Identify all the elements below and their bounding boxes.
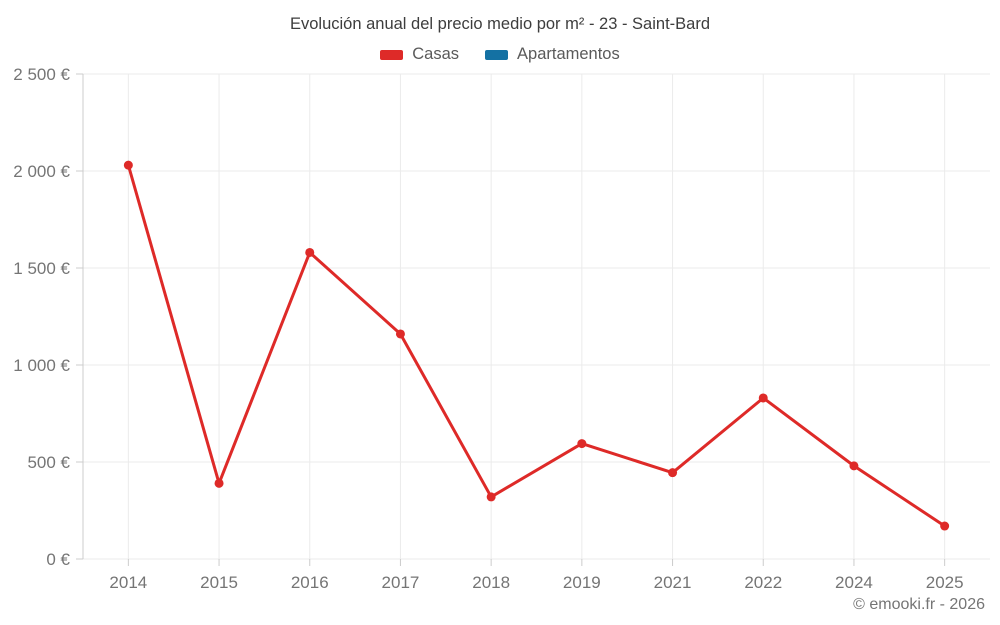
data-point-casas[interactable] xyxy=(486,492,496,502)
legend-item-casas[interactable]: Casas xyxy=(380,45,459,64)
series-line-casas xyxy=(126,163,947,528)
x-axis-label: 2014 xyxy=(109,573,147,592)
x-axis-label: 2025 xyxy=(926,573,964,592)
x-axis-label: 2018 xyxy=(472,573,510,592)
x-axis-label: 2021 xyxy=(654,573,692,592)
y-axis-label: 0 € xyxy=(46,550,70,569)
legend-swatch-apartamentos xyxy=(485,49,509,60)
legend-item-apartamentos[interactable]: Apartamentos xyxy=(485,45,620,64)
data-point-casas[interactable] xyxy=(123,160,133,170)
chart-legend: Casas Apartamentos xyxy=(0,45,1000,64)
y-axis-label: 2 000 € xyxy=(13,162,70,181)
data-point-casas[interactable] xyxy=(305,247,315,257)
x-axis-label: 2022 xyxy=(744,573,782,592)
x-axis-label: 2024 xyxy=(835,573,873,592)
x-axis-label: 2017 xyxy=(382,573,420,592)
data-point-casas[interactable] xyxy=(758,393,768,403)
y-axis-label: 500 € xyxy=(27,453,70,472)
y-axis-label: 2 500 € xyxy=(13,65,70,84)
legend-label-apartamentos: Apartamentos xyxy=(517,45,620,63)
data-point-casas[interactable] xyxy=(940,521,950,531)
y-axis-label: 1 000 € xyxy=(13,356,70,375)
data-point-casas[interactable] xyxy=(849,461,859,471)
chart-title: Evolución anual del precio medio por m² … xyxy=(289,15,711,33)
x-axis-label: 2019 xyxy=(563,573,601,592)
data-point-casas[interactable] xyxy=(214,478,224,488)
x-axis-label: 2016 xyxy=(291,573,329,592)
data-point-casas[interactable] xyxy=(668,468,678,478)
data-point-casas[interactable] xyxy=(395,329,405,339)
y-axis-label: 1 500 € xyxy=(13,259,70,278)
legend-swatch-casas xyxy=(380,49,404,60)
legend-label-casas: Casas xyxy=(412,45,460,63)
x-axis-label: 2015 xyxy=(200,573,238,592)
data-point-casas[interactable] xyxy=(577,439,587,449)
copyright-watermark: © emooki.fr - 2026 xyxy=(853,596,985,613)
